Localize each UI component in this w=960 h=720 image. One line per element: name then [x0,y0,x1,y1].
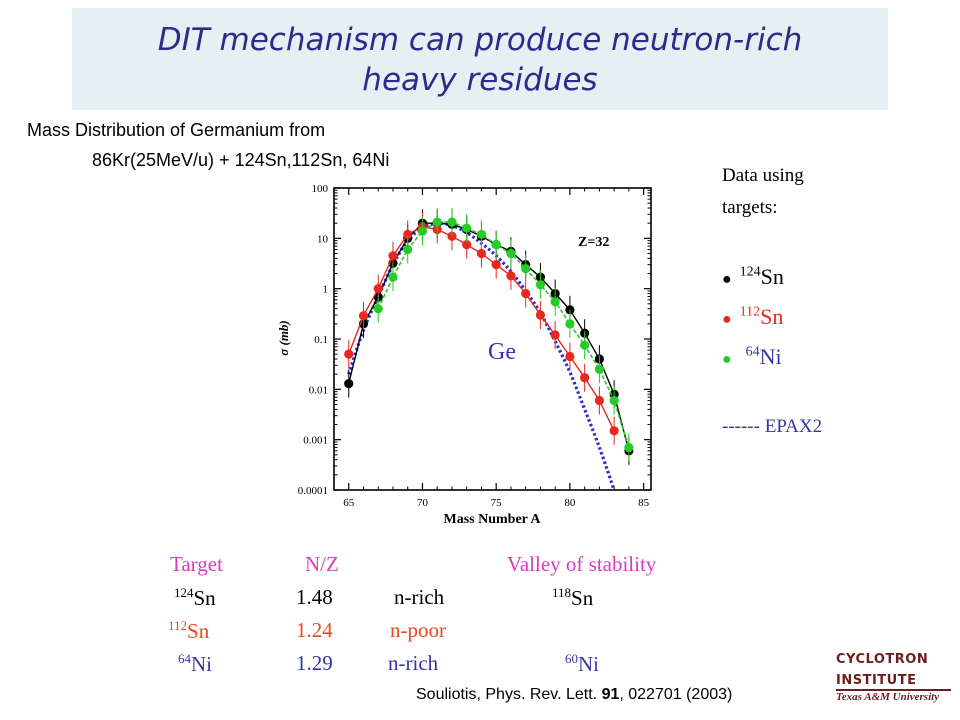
data-point [521,264,531,274]
data-point [594,395,604,406]
y-tick-label: 0.1 [314,334,328,346]
data-point [476,229,487,239]
x-tick-label: 75 [491,497,503,509]
data-point [373,304,383,314]
y-tick-label: 0.01 [309,384,328,396]
data-point [594,364,604,374]
y-tick-label: 1 [323,284,329,296]
data-point [344,378,354,389]
logo-line-1: CYCLOTRON [836,652,929,667]
logo-line-3: Texas A&M University [836,691,940,703]
legend-dot-icon: ● [722,351,732,368]
slide-title: DIT mechanism can produce neutron-rich h… [72,20,888,100]
table-row-64ni-nz: 1.29 [296,651,333,675]
legend-item-64ni: ● 64Ni [722,344,782,369]
y-tick-label: 0.001 [303,435,328,447]
legend-dot-icon: ● [722,271,732,288]
legend-header: Data using targets: [722,165,804,218]
data-point [462,223,472,233]
y-tick-label: 0.0001 [298,485,328,497]
series-64ni-line [377,221,630,448]
element-label-ge: Ge [488,339,516,365]
data-point [403,229,413,239]
logo-divider [836,689,951,691]
data-point [550,330,560,340]
table-row-124sn-target: 124Sn [174,585,216,610]
table-row-124sn-valley: 118Sn [552,585,594,610]
data-point [417,226,428,236]
table-row-112sn-target: 112Sn [168,618,210,643]
annotation-z32: Z=32 [578,235,609,250]
x-tick-label: 65 [343,497,355,509]
y-tick-label: 100 [312,183,329,195]
data-point [462,240,472,250]
data-point [565,351,575,362]
data-point [565,319,575,329]
data-point [580,340,590,350]
data-point [550,297,560,307]
data-point [388,272,398,282]
legend-epax2: ------ EPAX2 [722,416,823,437]
data-point [609,395,619,406]
series-64ni [373,208,634,462]
subtitle-line-1: Mass Distribution of Germanium from [27,120,326,140]
data-point [403,244,413,255]
table-row-124sn-type: n-rich [394,585,445,609]
title-line-1: DIT mechanism can produce neutron-rich [157,22,803,58]
table-row-124sn-nz: 1.48 [296,585,333,609]
data-point [535,310,546,320]
data-point [535,280,546,290]
data-point [506,248,516,259]
logo-line-2: INSTITUTE [836,673,917,688]
data-point [491,240,501,250]
table-row-112sn-type: n-poor [390,618,446,642]
data-point [521,288,531,299]
title-box: DIT mechanism can produce neutron-rich h… [72,8,888,110]
data-point [624,442,634,453]
data-point [609,426,619,436]
legend-dot-icon: ● [722,311,732,328]
data-point [506,271,516,281]
table-row-64ni-target: 64Ni [178,651,212,676]
y-axis-label: σ (mb) [276,320,291,356]
legend: Data using targets: ● 124Sn ● 112Sn ● 64Ni … [722,160,832,437]
table-row-112sn-nz: 1.24 [296,618,333,642]
data-point [373,284,383,294]
data-point [447,217,457,227]
citation: Souliotis, Phys. Rev. Lett. 91, 022701 (… [416,686,733,703]
data-point [447,231,457,241]
legend-item-112sn: ● 112Sn [722,304,784,329]
data-point [358,311,369,321]
y-tick-label: 10 [317,233,329,245]
table-row-64ni-valley: 60Ni [565,651,599,676]
data-point [388,251,398,261]
table-header-valley: Valley of stability [507,552,657,576]
data-point [580,373,590,383]
data-point [491,260,501,270]
legend-item-124sn: ● 124Sn [722,264,784,289]
x-tick-label: 85 [638,497,650,509]
data-point [344,349,354,359]
cyclotron-institute-logo: CYCLOTRON INSTITUTE Texas A&M University [836,646,956,712]
table-row-64ni-type: n-rich [388,651,439,675]
x-axis-label: Mass Number A [444,512,542,527]
table-header-nz: N/Z [305,552,339,576]
table-header-target: Target [170,552,223,576]
subtitle-line-2: 86Kr(25MeV/u) + 124Sn,112Sn, 64Ni [92,150,390,170]
x-tick-label: 70 [417,497,429,509]
data-point [432,217,442,227]
title-line-2: heavy residues [362,62,598,98]
data-point [476,248,487,259]
x-tick-label: 80 [564,497,576,509]
